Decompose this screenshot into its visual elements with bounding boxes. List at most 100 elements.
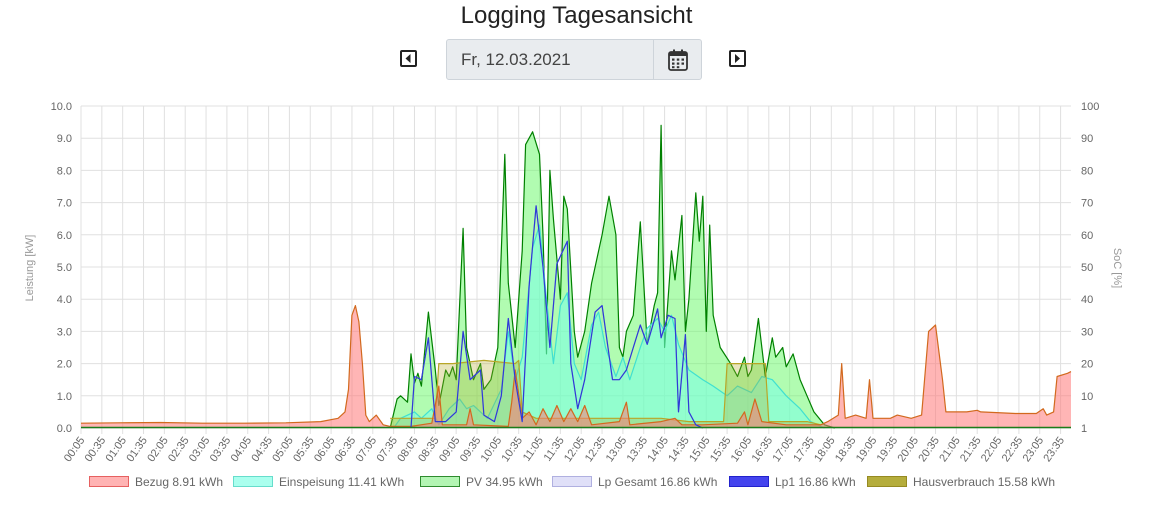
y-left-tick-label: 6.0 xyxy=(57,230,72,242)
legend-swatch xyxy=(420,476,460,487)
x-tick-label: 16:05 xyxy=(729,435,755,464)
x-tick-label: 15:35 xyxy=(708,435,734,464)
y-axis-right-title: SoC [%] xyxy=(1111,248,1123,288)
x-tick-label: 14:05 xyxy=(645,435,671,464)
series-area-bezug xyxy=(81,305,1071,428)
legend-swatch xyxy=(233,476,273,487)
x-tick-label: 06:35 xyxy=(333,435,359,464)
x-tick-label: 16:35 xyxy=(750,435,776,464)
x-tick-label: 09:35 xyxy=(458,435,484,464)
y-right-tick-label: 1 xyxy=(1081,423,1087,435)
y-right-tick-label: 30 xyxy=(1081,326,1093,338)
y-right-tick-label: 20 xyxy=(1081,359,1093,371)
x-tick-label: 05:05 xyxy=(270,435,296,464)
x-tick-label: 15:05 xyxy=(687,435,713,464)
y-left-tick-label: 4.0 xyxy=(57,294,72,306)
x-tick-label: 13:35 xyxy=(625,435,651,464)
x-tick-label: 09:05 xyxy=(437,435,463,464)
y-left-tick-label: 8.0 xyxy=(57,165,72,177)
x-tick-label: 17:35 xyxy=(791,435,817,464)
y-axis-left: 0.0 1.0 2.0 3.0 4.0 5.0 6.0 7.0 8.0 9.0 10.0 xyxy=(51,101,72,435)
prev-day-button[interactable] xyxy=(400,50,417,67)
next-day-button[interactable] xyxy=(729,50,746,67)
x-tick-label: 08:05 xyxy=(395,435,421,464)
series-line-bezug xyxy=(80,305,1072,427)
y-right-tick-label: 90 xyxy=(1081,133,1093,145)
y-right-tick-label: 60 xyxy=(1081,230,1093,242)
calendar-button[interactable] xyxy=(653,39,702,80)
x-tick-label: 21:35 xyxy=(958,435,984,464)
x-tick-label: 18:05 xyxy=(812,435,838,464)
x-tick-label: 19:05 xyxy=(854,435,880,464)
x-tick-label: 19:35 xyxy=(875,435,901,464)
x-tick-label: 02:05 xyxy=(145,435,171,464)
x-tick-label: 00:05 xyxy=(62,435,88,464)
power-chart: 0.0 1.0 2.0 3.0 4.0 5.0 6.0 7.0 8.0 9.0 10.0 1 10 20… xyxy=(24,101,1123,464)
x-tick-label: 13:05 xyxy=(604,435,630,464)
x-tick-label: 10:35 xyxy=(500,435,526,464)
x-tick-label: 12:05 xyxy=(562,435,588,464)
series-area-hausverbrauch xyxy=(390,360,821,428)
chart-series xyxy=(80,124,1072,429)
y-left-tick-label: 3.0 xyxy=(57,326,72,338)
legend-swatch xyxy=(552,476,592,487)
series-line-pv xyxy=(389,124,835,429)
x-tick-label: 23:35 xyxy=(1041,435,1067,464)
y-right-tick-label: 50 xyxy=(1081,262,1093,274)
y-axis-right: 1 10 20 30 40 50 60 70 80 90 100 xyxy=(1081,101,1099,435)
x-tick-label: 04:35 xyxy=(249,435,275,464)
y-right-tick-label: 80 xyxy=(1081,165,1093,177)
legend-label: PV 34.95 kWh xyxy=(466,475,543,489)
x-tick-label: 20:05 xyxy=(896,435,922,464)
y-right-tick-label: 40 xyxy=(1081,294,1093,306)
legend-label: Lp Gesamt 16.86 kWh xyxy=(598,475,718,489)
legend-label: Lp1 16.86 kWh xyxy=(775,475,856,489)
y-right-tick-label: 10 xyxy=(1081,391,1093,403)
y-left-tick-label: 1.0 xyxy=(57,391,72,403)
x-tick-label: 23:05 xyxy=(1021,435,1047,464)
x-tick-label: 17:05 xyxy=(770,435,796,464)
x-tick-label: 21:05 xyxy=(937,435,963,464)
x-tick-label: 01:05 xyxy=(104,435,130,464)
x-tick-label: 05:35 xyxy=(291,435,317,464)
x-tick-label: 00:35 xyxy=(83,435,109,464)
y-left-tick-label: 0.0 xyxy=(57,423,72,435)
y-right-tick-label: 70 xyxy=(1081,198,1093,210)
series-line-lp1 xyxy=(410,205,704,429)
x-tick-label: 03:05 xyxy=(187,435,213,464)
x-tick-label: 22:05 xyxy=(979,435,1005,464)
y-right-tick-label: 100 xyxy=(1081,101,1099,113)
x-tick-label: 02:35 xyxy=(166,435,192,464)
x-tick-label: 07:05 xyxy=(354,435,380,464)
series-area-einspeisung xyxy=(393,225,825,428)
series-area-pv xyxy=(390,125,835,429)
x-tick-label: 18:35 xyxy=(833,435,859,464)
y-left-tick-label: 7.0 xyxy=(57,198,72,210)
date-input[interactable]: Fr, 12.03.2021 xyxy=(446,39,654,80)
series-line-einspeisung xyxy=(393,224,825,429)
legend-swatch xyxy=(867,476,907,487)
x-tick-label: 03:35 xyxy=(208,435,234,464)
y-left-tick-label: 9.0 xyxy=(57,133,72,145)
legend-label: Einspeisung 11.41 kWh xyxy=(279,475,405,489)
x-tick-label: 10:05 xyxy=(479,435,505,464)
legend-label: Bezug 8.91 kWh xyxy=(135,475,224,489)
x-tick-label: 01:35 xyxy=(124,435,150,464)
x-tick-label: 12:35 xyxy=(583,435,609,464)
chart-legend: Bezug 8.91 kWh Einspeisung 11.41 kWh PV 34… xyxy=(0,474,1153,490)
x-tick-label: 22:35 xyxy=(1000,435,1026,464)
x-tick-label: 14:35 xyxy=(666,435,692,464)
y-axis-left-title: Leistung [kW] xyxy=(24,235,36,302)
x-tick-label: 07:35 xyxy=(374,435,400,464)
x-tick-label: 08:35 xyxy=(416,435,442,464)
legend-label: Hausverbrauch 15.58 kWh xyxy=(913,475,1056,489)
date-selector: Fr, 12.03.2021 xyxy=(0,39,1153,81)
x-tick-label: 11:05 xyxy=(521,435,546,464)
x-tick-label: 06:05 xyxy=(312,435,338,464)
y-left-tick-label: 10.0 xyxy=(51,101,72,113)
legend-swatch xyxy=(729,476,769,487)
legend-swatch xyxy=(89,476,129,487)
x-tick-label: 20:35 xyxy=(916,435,942,464)
y-left-tick-label: 5.0 xyxy=(57,262,72,274)
x-axis: 00:0500:3501:0501:3502:0502:3503:0503:35… xyxy=(62,435,1067,464)
